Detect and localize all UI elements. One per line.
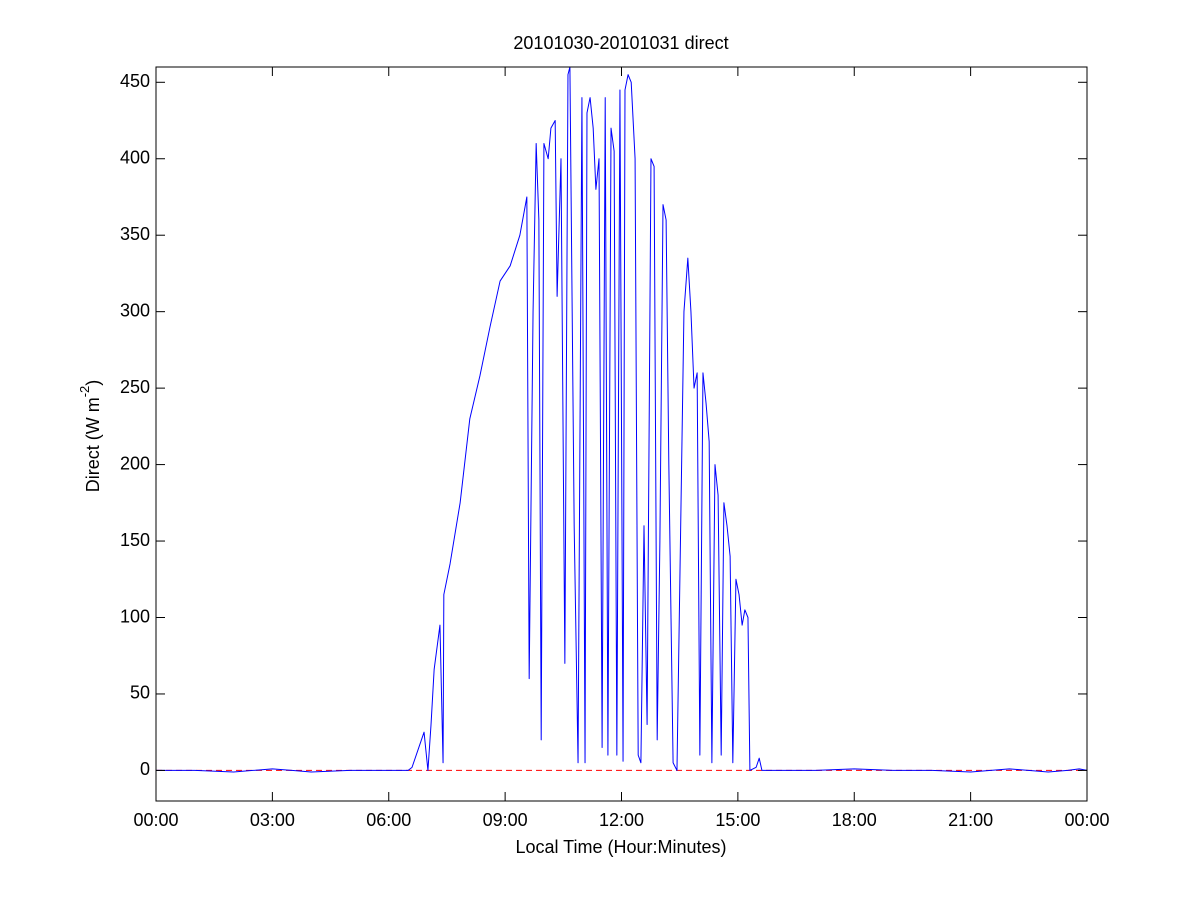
- x-tick-label: 00:00: [133, 810, 178, 830]
- x-tick-label: 15:00: [715, 810, 760, 830]
- y-tick-label: 100: [120, 606, 150, 626]
- x-tick-label: 09:00: [483, 810, 528, 830]
- y-tick-label: 300: [120, 300, 150, 320]
- x-tick-label: 21:00: [948, 810, 993, 830]
- y-label-sup: -2: [77, 386, 92, 398]
- y-tick-label: 250: [120, 377, 150, 397]
- y-tick-label: 150: [120, 530, 150, 550]
- x-tick-label: 18:00: [832, 810, 877, 830]
- chart-title: 20101030-20101031 direct: [513, 33, 728, 53]
- data-line: [156, 66, 1088, 773]
- x-tick-label: 06:00: [366, 810, 411, 830]
- y-tick-label: 400: [120, 148, 150, 168]
- y-tick-label: 350: [120, 224, 150, 244]
- x-tick-label: 12:00: [599, 810, 644, 830]
- y-tick-label: 200: [120, 453, 150, 473]
- x-axis-label: Local Time (Hour:Minutes): [515, 837, 726, 857]
- y-tick-label: 0: [140, 759, 150, 779]
- x-tick-label: 03:00: [250, 810, 295, 830]
- x-tick-label: 00:00: [1064, 810, 1109, 830]
- y-tick-label: 50: [130, 683, 150, 703]
- y-tick-label: 450: [120, 71, 150, 91]
- y-label-text: Direct (W m: [83, 397, 103, 492]
- y-axis-label: Direct (W m-2): [77, 380, 102, 493]
- y-label-end: ): [83, 380, 103, 386]
